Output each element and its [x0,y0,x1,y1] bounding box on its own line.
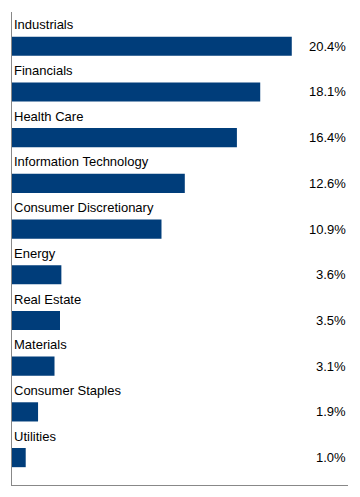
svg-text:10.9%: 10.9% [309,222,346,237]
svg-text:Real Estate: Real Estate [14,292,81,307]
svg-text:Consumer Discretionary: Consumer Discretionary [14,200,154,215]
svg-text:Information Technology: Information Technology [14,154,149,169]
svg-text:Utilities: Utilities [14,429,56,444]
svg-text:3.1%: 3.1% [316,359,346,374]
svg-text:3.5%: 3.5% [316,313,346,328]
svg-text:1.0%: 1.0% [316,450,346,465]
svg-text:16.4%: 16.4% [309,130,346,145]
svg-text:Financials: Financials [14,63,73,78]
svg-text:Health Care: Health Care [14,109,83,124]
svg-text:20.4%: 20.4% [309,39,346,54]
svg-text:12.6%: 12.6% [309,176,346,191]
svg-text:Industrials: Industrials [14,17,74,32]
svg-text:Consumer Staples: Consumer Staples [14,383,121,398]
svg-text:Energy: Energy [14,246,56,261]
svg-text:1.9%: 1.9% [316,404,346,419]
svg-text:Materials: Materials [14,337,67,352]
svg-text:3.6%: 3.6% [316,267,346,282]
svg-text:18.1%: 18.1% [309,84,346,99]
